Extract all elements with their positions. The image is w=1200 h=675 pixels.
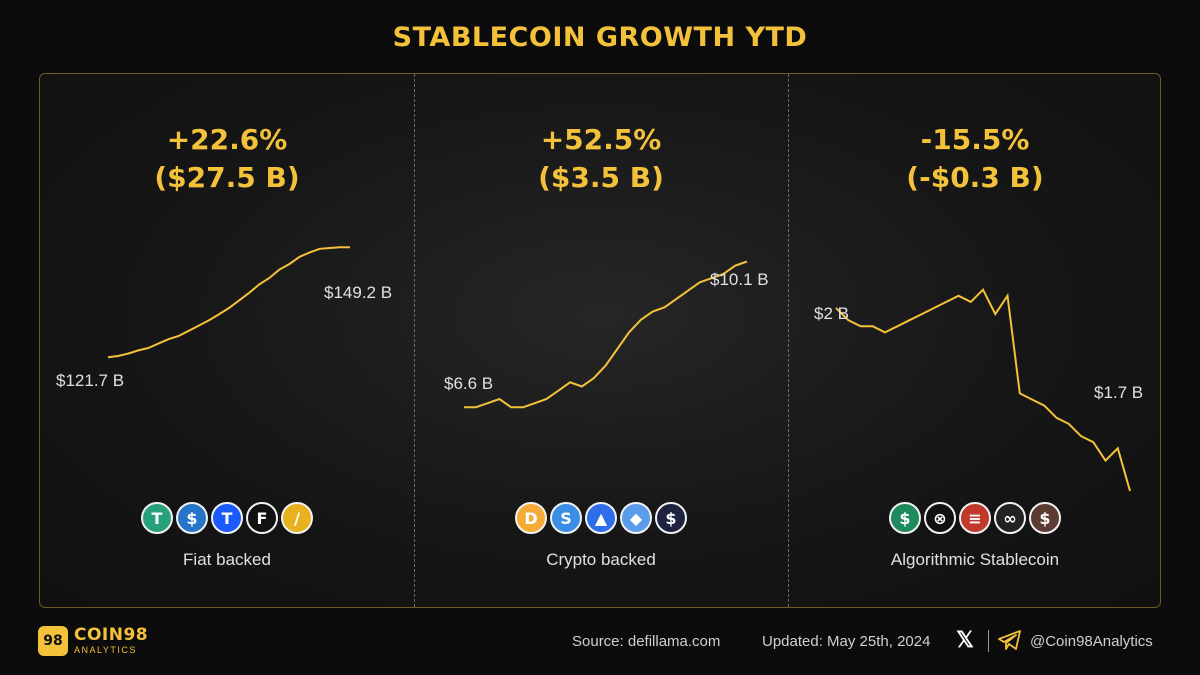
brand-subtitle: ANALYTICS: [74, 645, 137, 655]
usdx-flag-icon: ≡: [959, 502, 991, 534]
category-label: Crypto backed: [546, 550, 656, 569]
usde-icon: S: [550, 502, 582, 534]
line-chart-algorithmic: $2 B $1.7 B: [814, 288, 1143, 492]
telegram-icon[interactable]: [998, 629, 1022, 651]
coin-icons: $ ⊗ ≡ ∞ $: [788, 502, 1162, 534]
frax-icon: ⊗: [924, 502, 956, 534]
trueusd-icon: T: [211, 502, 243, 534]
start-value-label: $121.7 B: [56, 371, 124, 390]
category-label: Algorithmic Stablecoin: [890, 550, 1060, 569]
category-label: Fiat backed: [183, 550, 271, 569]
growth-absolute: ($27.5 B): [154, 161, 300, 194]
growth-percent: -15.5%: [920, 123, 1030, 156]
social-handle[interactable]: @Coin98Analytics: [1030, 633, 1153, 650]
usdd-icon: $: [889, 502, 921, 534]
series-line: [464, 260, 748, 409]
coin-icons: D S ▲ ◆ $: [414, 502, 788, 534]
series-line: [107, 246, 350, 359]
lusd-icon: ▲: [585, 502, 617, 534]
growth-percent: +52.5%: [540, 123, 662, 156]
line-chart-crypto: $6.6 B $10.1 B: [444, 260, 769, 409]
usdj-icon: ∞: [994, 502, 1026, 534]
coin98-logo-icon: 98: [38, 626, 68, 656]
brand-name: COIN98: [74, 625, 149, 645]
end-value-label: $149.2 B: [324, 283, 392, 302]
growth-percent: +22.6%: [166, 123, 288, 156]
section-divider: [788, 74, 789, 607]
section-divider: [414, 74, 415, 607]
chart-panel: +22.6% ($27.5 B) $121.7 B $149.2 B T $ T F /…: [39, 73, 1161, 608]
line-chart-fiat: $121.7 B $149.2 B: [56, 246, 392, 390]
eusd-icon: ◆: [620, 502, 652, 534]
section-fiat-backed: +22.6% ($27.5 B) $121.7 B $149.2 B T $ T F /…: [40, 74, 414, 607]
series-line: [835, 288, 1131, 492]
paxos-gold-icon: /: [281, 502, 313, 534]
first-digital-usd-icon: F: [246, 502, 278, 534]
start-value-label: $2 B: [814, 304, 849, 323]
footer-separator: [988, 630, 989, 652]
section-algorithmic: -15.5% (-$0.3 B) $2 B $1.7 B $ ⊗ ≡ ∞ $ Algor…: [788, 74, 1162, 607]
section-crypto-backed: +52.5% ($3.5 B) $6.6 B $10.1 B D S ▲ ◆ $ Cry…: [414, 74, 788, 607]
usdc-icon: $: [176, 502, 208, 534]
tether-icon: T: [141, 502, 173, 534]
coin-icons: T $ T F /: [40, 502, 414, 534]
start-value-label: $6.6 B: [444, 374, 493, 393]
end-value-label: $10.1 B: [710, 270, 769, 289]
brand-logo[interactable]: 98 COIN98 ANALYTICS: [38, 626, 148, 656]
x-twitter-icon[interactable]: 𝕏: [956, 627, 974, 652]
updated-text: Updated: May 25th, 2024: [762, 633, 931, 650]
growth-absolute: ($3.5 B): [538, 161, 664, 194]
source-text: Source: defillama.com: [572, 633, 721, 650]
alusd-icon: $: [1029, 502, 1061, 534]
dai-icon: D: [515, 502, 547, 534]
page-title: STABLECOIN GROWTH YTD: [392, 22, 808, 53]
end-value-label: $1.7 B: [1094, 383, 1143, 402]
crvusd-icon: $: [655, 502, 687, 534]
growth-absolute: (-$0.3 B): [906, 161, 1044, 194]
